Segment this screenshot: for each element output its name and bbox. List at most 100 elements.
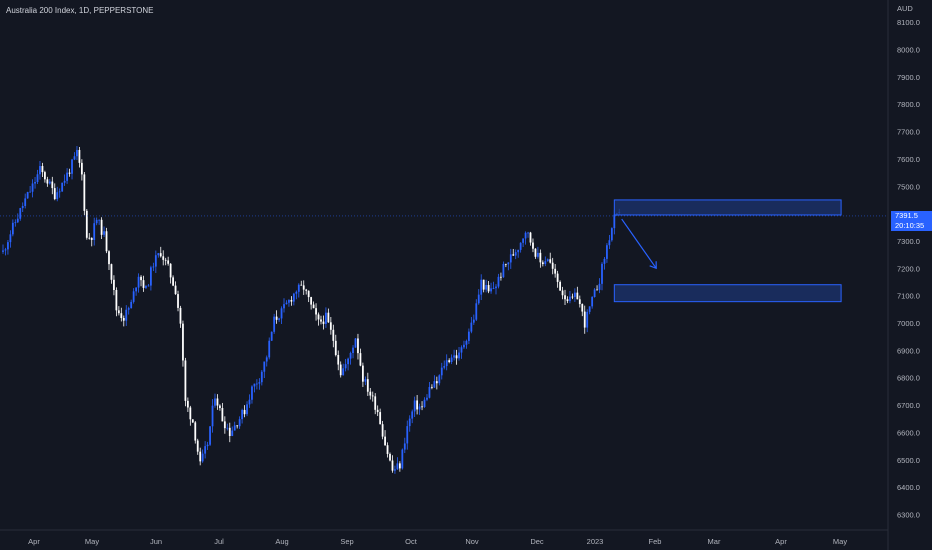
candle-body — [332, 329, 335, 341]
candle-body — [349, 352, 352, 359]
candle-body — [295, 291, 298, 294]
candle-body — [322, 321, 325, 324]
candle-body — [63, 180, 66, 183]
time-tick-label: Sep — [340, 537, 353, 546]
candle-body — [480, 279, 483, 295]
candle-body — [263, 361, 266, 372]
bar-countdown: 20:10:35 — [895, 221, 925, 230]
candle-body — [95, 219, 98, 224]
candle-body — [221, 407, 224, 422]
candle-body — [339, 364, 342, 376]
candle-body — [66, 172, 68, 181]
price-axis[interactable]: 8100.0 8000.0 7900.0 7800.0 7700.0 7600.0 7500… — [897, 18, 920, 519]
currency-label: AUD — [897, 4, 913, 13]
arrow-shaft[interactable] — [621, 218, 657, 269]
candle-body — [78, 149, 81, 163]
candle-body — [598, 283, 601, 290]
candle-body — [36, 174, 39, 183]
candle-body — [164, 259, 167, 261]
symbol-title[interactable]: Australia 200 Index, 1D, PEPPERSTONE — [6, 6, 154, 15]
candle-body — [162, 256, 165, 260]
candle-body — [522, 238, 525, 243]
candle-body — [98, 219, 101, 221]
candle-body — [115, 289, 118, 311]
candle-body — [189, 407, 192, 420]
candle-body — [182, 323, 184, 361]
candle-body — [502, 263, 505, 278]
arrow-head[interactable] — [649, 261, 657, 270]
candle-body — [68, 172, 71, 174]
candle-body — [117, 310, 120, 314]
candle-body — [16, 218, 19, 223]
candle-body — [551, 262, 554, 269]
candle-body — [416, 400, 419, 410]
candle-body — [443, 366, 446, 368]
candle-body — [246, 404, 248, 415]
candle-body — [561, 290, 564, 296]
candle-body — [460, 347, 463, 353]
candle-body — [288, 299, 290, 303]
candle-body — [150, 267, 152, 286]
candle-body — [147, 285, 150, 287]
candle-body — [275, 316, 278, 320]
candle-body — [93, 223, 96, 240]
candle-body — [73, 156, 76, 160]
candle-body — [472, 319, 475, 323]
candle-body — [110, 264, 113, 280]
candles-layer — [2, 145, 621, 474]
candle-body — [14, 222, 17, 224]
time-axis[interactable]: Apr May Jun Jul Aug Sep Oct Nov Dec 2023 Feb Mar Apr… — [28, 537, 847, 546]
time-tick-label: Feb — [649, 537, 662, 546]
candle-body — [556, 273, 559, 282]
candle-body — [591, 296, 594, 307]
candle-body — [549, 259, 552, 263]
candle-body — [127, 308, 130, 310]
candle-body — [31, 183, 34, 192]
candle-body — [379, 412, 382, 425]
candle-body — [157, 253, 160, 256]
price-tick-label: 7000.0 — [897, 319, 920, 328]
supply-zone[interactable] — [613, 199, 842, 216]
candle-body — [172, 277, 174, 286]
candle-body — [608, 240, 611, 246]
candle-body — [194, 422, 197, 441]
candle-body — [384, 436, 386, 446]
candle-body — [85, 210, 88, 238]
candle-body — [196, 440, 199, 452]
candle-body — [179, 307, 182, 324]
candle-body — [569, 296, 571, 302]
candle-body — [366, 379, 369, 392]
candle-body — [58, 191, 61, 193]
candle-body — [359, 353, 362, 366]
candle-body — [354, 338, 357, 348]
annotation-layer[interactable] — [0, 199, 888, 303]
candle-body — [512, 254, 515, 256]
candle-body — [593, 289, 596, 297]
demand-zone[interactable] — [613, 284, 842, 303]
candle-body — [529, 232, 532, 243]
candle-body — [344, 364, 347, 369]
candle-body — [413, 400, 416, 412]
time-tick-label: Aug — [275, 537, 288, 546]
candle-body — [431, 386, 433, 388]
candle-body — [495, 286, 497, 289]
time-tick-label: Mar — [708, 537, 721, 546]
candle-body — [290, 299, 293, 302]
candle-body — [44, 172, 46, 180]
candle-body — [546, 259, 549, 262]
candle-body — [613, 214, 616, 229]
candle-body — [255, 383, 258, 385]
candle-body — [142, 280, 145, 288]
candle-body — [270, 331, 273, 341]
candle-body — [361, 365, 364, 382]
candle-body — [51, 181, 54, 189]
candle-body — [532, 242, 534, 249]
candle-body — [41, 166, 44, 173]
candle-body — [573, 292, 576, 297]
candle-body — [586, 311, 589, 328]
candle-body — [184, 360, 187, 401]
candle-body — [485, 285, 488, 290]
candle-body — [433, 381, 436, 388]
candle-body — [421, 406, 423, 408]
